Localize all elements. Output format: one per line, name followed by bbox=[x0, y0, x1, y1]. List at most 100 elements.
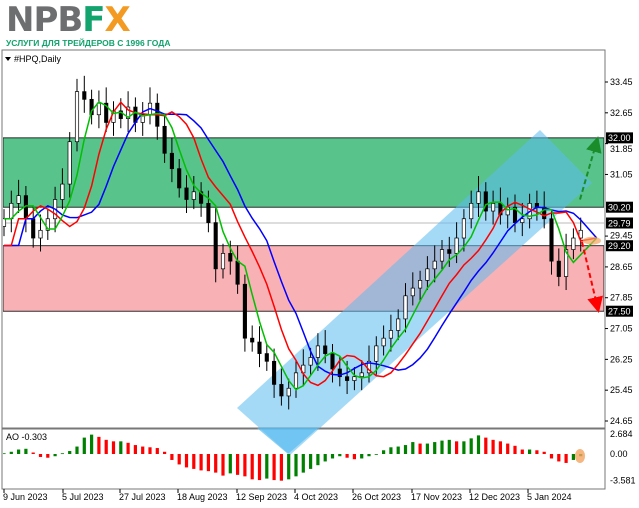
ao-bar-down bbox=[38, 454, 43, 457]
channel-band-extension bbox=[257, 428, 318, 454]
bear-candle bbox=[213, 222, 218, 270]
bull-candle bbox=[45, 218, 50, 231]
alligator-teeth-line bbox=[3, 101, 597, 387]
ao-bar-up bbox=[17, 449, 21, 454]
ao-bar-down bbox=[192, 454, 196, 469]
ao-bar-up bbox=[119, 441, 123, 454]
ao-bar-down bbox=[104, 439, 108, 454]
ao-bar-down bbox=[126, 442, 130, 454]
ao-bar-down bbox=[557, 454, 561, 462]
bull-candle bbox=[60, 183, 65, 200]
date-tick-label: 5 Jul 2023 bbox=[62, 492, 104, 502]
date-tick-label: 26 Oct 2023 bbox=[352, 492, 401, 502]
price-tick-label: 32.65 bbox=[610, 108, 633, 118]
bull-candle bbox=[315, 345, 320, 358]
ao-bar-up bbox=[469, 438, 473, 454]
bear-candle bbox=[330, 353, 335, 370]
ao-bar-down bbox=[97, 436, 101, 454]
ao-bar-up bbox=[367, 454, 371, 457]
logo-text-npb: NPB bbox=[6, 0, 83, 40]
bull-candle bbox=[476, 191, 481, 204]
target-up-arrow bbox=[579, 136, 602, 200]
price-label-box bbox=[606, 305, 633, 317]
bull-candle bbox=[16, 195, 21, 204]
ao-bar-down bbox=[199, 454, 203, 471]
bear-candle bbox=[118, 110, 123, 119]
logo-text-f: F bbox=[82, 0, 105, 40]
price-tick-label: 24.65 bbox=[610, 416, 633, 426]
price-label: 32.00 bbox=[608, 133, 631, 143]
sell-zone bbox=[3, 245, 604, 312]
bull-candle bbox=[520, 218, 525, 223]
ao-bar-up bbox=[382, 450, 386, 454]
price-tick-label: 31.05 bbox=[610, 169, 633, 179]
ao-bar-up bbox=[571, 454, 575, 460]
ao-tick-label: -3.581 bbox=[610, 476, 636, 486]
ao-bar-down bbox=[170, 454, 174, 460]
ao-bar-down bbox=[352, 454, 356, 460]
bull-candle bbox=[381, 337, 386, 347]
bear-candle bbox=[177, 168, 182, 189]
ao-bar-up bbox=[389, 447, 393, 454]
ao-bar-down bbox=[163, 451, 167, 454]
bear-candle bbox=[228, 253, 233, 262]
ao-bar-up bbox=[330, 454, 335, 459]
bear-candle bbox=[31, 218, 36, 239]
ao-bar-down bbox=[148, 447, 152, 454]
ao-label: AO -0.303 bbox=[6, 432, 47, 442]
date-tick-label: 17 Nov 2023 bbox=[411, 492, 462, 502]
ao-bar-up bbox=[9, 451, 13, 454]
ao-bar-down bbox=[133, 445, 137, 454]
ao-bar-up bbox=[316, 454, 320, 466]
bear-candle bbox=[162, 125, 167, 154]
bear-candle bbox=[199, 191, 204, 204]
dropdown-triangle-icon[interactable] bbox=[5, 57, 11, 61]
bear-candle bbox=[323, 345, 328, 354]
logo-text-x: X bbox=[104, 0, 131, 40]
bull-candle bbox=[403, 295, 408, 320]
bear-candle bbox=[483, 191, 488, 212]
bull-candle bbox=[461, 218, 466, 239]
bear-candle bbox=[512, 206, 518, 223]
ao-bar-down bbox=[498, 441, 502, 454]
bull-candle bbox=[388, 330, 393, 339]
bear-candle bbox=[257, 341, 262, 354]
date-tick-label: 5 Jan 2024 bbox=[527, 492, 572, 502]
bear-candle bbox=[272, 360, 277, 385]
ao-bar-down bbox=[491, 439, 495, 454]
date-tick-label: 27 Jul 2023 bbox=[119, 492, 166, 502]
bull-candle bbox=[38, 229, 43, 239]
bull-candle bbox=[74, 91, 80, 143]
bull-candle bbox=[359, 372, 364, 378]
ao-bar-down bbox=[46, 454, 50, 458]
date-tick-label: 12 Dec 2023 bbox=[469, 492, 520, 502]
alligator-jaw-line bbox=[3, 107, 598, 376]
price-tick-label: 31.85 bbox=[610, 144, 633, 154]
date-tick-label: 12 Sep 2023 bbox=[236, 492, 287, 502]
bull-candle bbox=[564, 249, 569, 277]
bear-candle bbox=[89, 98, 94, 116]
bull-candle bbox=[220, 253, 226, 270]
ao-bar-up bbox=[287, 454, 291, 480]
ao-bar-down bbox=[549, 454, 554, 459]
ao-bar-down bbox=[155, 448, 159, 454]
ao-bar-up bbox=[462, 441, 466, 454]
ao-bar-down bbox=[111, 441, 116, 454]
bear-candle bbox=[279, 384, 284, 397]
alligator-lips-line bbox=[4, 100, 598, 391]
ao-bar-up bbox=[374, 454, 378, 455]
ao-bar-down bbox=[221, 454, 225, 476]
bull-candle bbox=[286, 387, 291, 397]
ao-bar-down bbox=[506, 443, 510, 454]
price-tick-label: 33.45 bbox=[610, 77, 633, 87]
bear-candle bbox=[549, 218, 554, 262]
bull-candle bbox=[432, 260, 437, 270]
price-tick-label: 29.45 bbox=[610, 231, 633, 241]
ao-tick-label: 0.00 bbox=[610, 449, 628, 459]
bull-candle bbox=[439, 249, 445, 262]
ao-bar-down bbox=[214, 454, 218, 473]
bull-candle bbox=[418, 280, 423, 289]
bear-candle bbox=[169, 152, 174, 170]
bull-candle bbox=[126, 106, 131, 119]
bull-candle bbox=[410, 287, 415, 297]
